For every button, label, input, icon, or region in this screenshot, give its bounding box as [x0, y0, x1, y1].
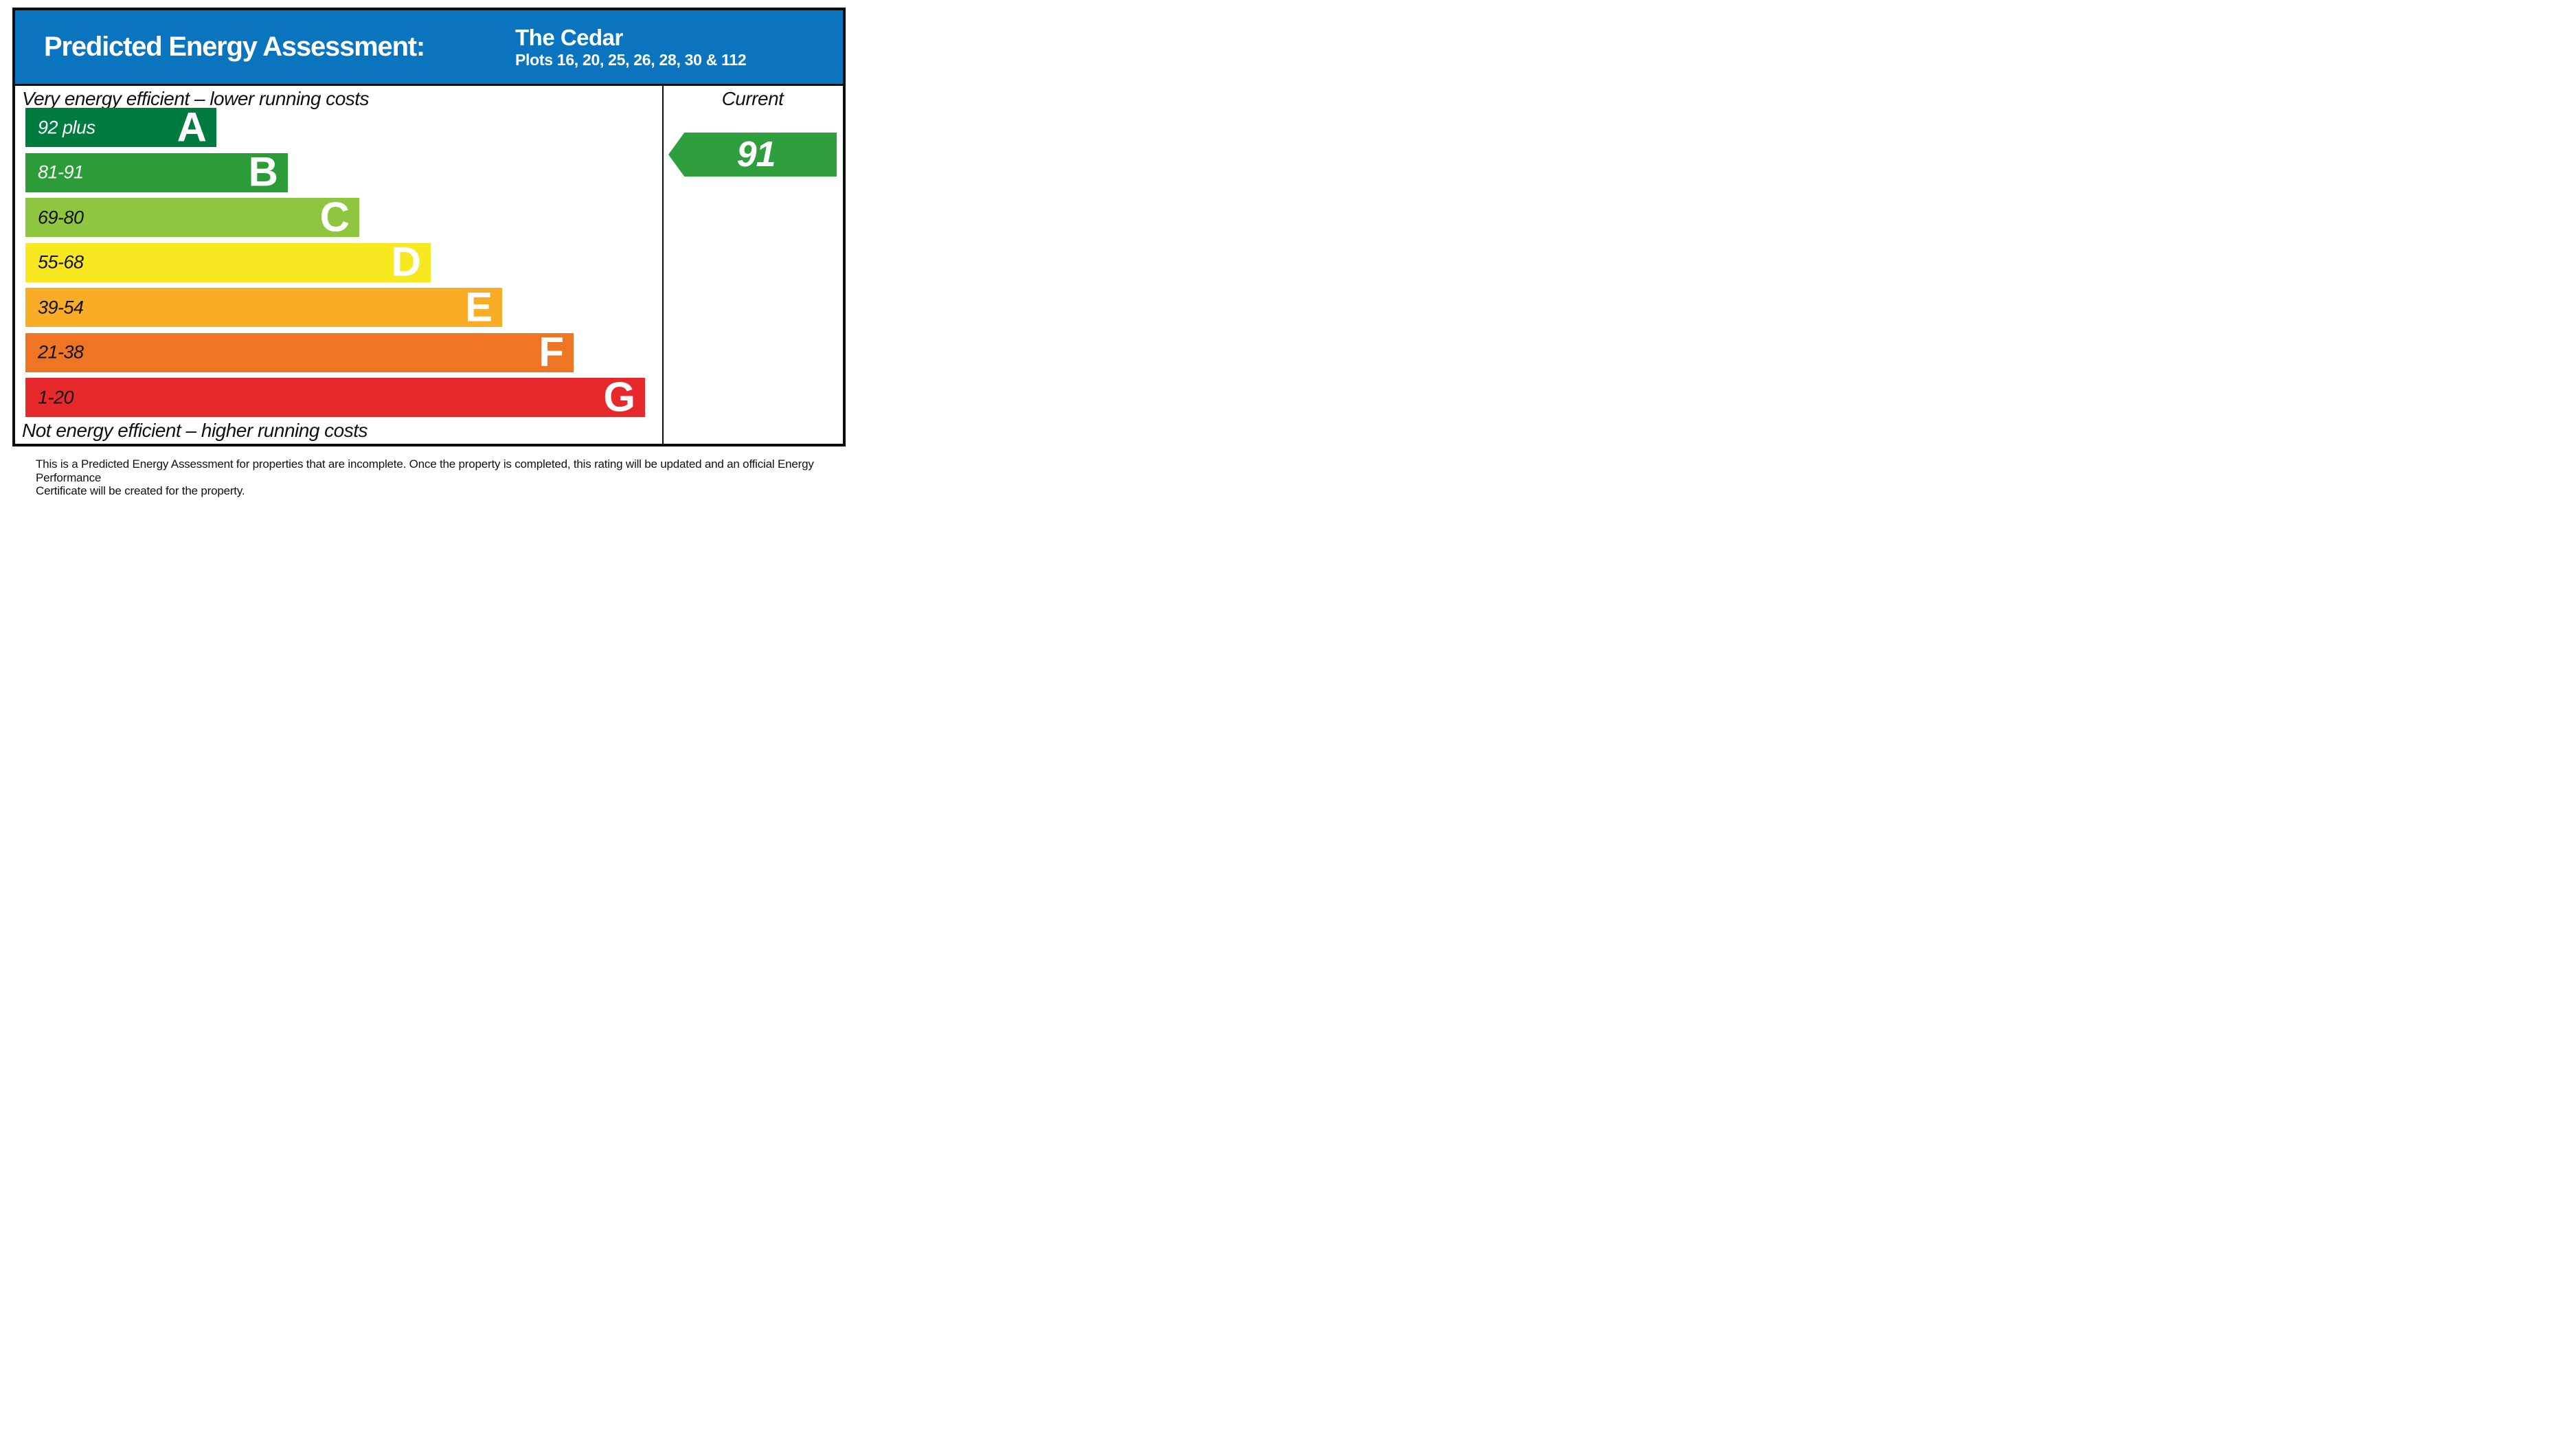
band-range-label: 81-91 [38, 161, 84, 183]
band-letter: G [603, 373, 635, 420]
band-row-c: 69-80 C [25, 193, 359, 240]
property-name: The Cedar [515, 25, 623, 50]
rating-chart-area: Very energy efficient – lower running co… [15, 86, 843, 444]
band-row-d: 55-68 D [25, 238, 431, 285]
band-range-label: 69-80 [38, 207, 84, 227]
property-plots: Plots 16, 20, 25, 26, 28, 30 & 112 [515, 51, 747, 69]
current-column [662, 86, 843, 444]
card-header: Predicted Energy Assessment: The Cedar P… [15, 10, 843, 86]
band-row-a: 92 plus A [25, 103, 216, 150]
top-caption: Very energy efficient – lower running co… [22, 88, 370, 109]
band-letter: B [248, 148, 278, 195]
band-letter: C [319, 193, 350, 240]
footer-line-2: Certificate will be created for the prop… [36, 484, 245, 497]
bottom-caption: Not energy efficient – higher running co… [22, 420, 368, 441]
band-row-b: 81-91 B [25, 148, 288, 195]
band-row-f: 21-38 F [25, 328, 574, 375]
footer-note: This is a Predicted Energy Assessment fo… [36, 457, 833, 498]
band-range-label: 1-20 [38, 387, 74, 407]
band-row-g: 1-20 G [25, 373, 645, 420]
band-letter: D [391, 238, 421, 285]
predicted-energy-assessment-card: Predicted Energy Assessment: The Cedar P… [12, 8, 846, 446]
band-letter: F [539, 328, 564, 375]
property-info: The Cedar Plots 16, 20, 25, 26, 28, 30 &… [515, 10, 747, 84]
current-column-header: Current [721, 88, 784, 109]
current-rating-value: 91 [736, 135, 776, 174]
band-range-label: 39-54 [38, 297, 84, 317]
page-title: Predicted Energy Assessment: [44, 32, 425, 62]
band-letter: E [464, 283, 493, 330]
band-letter: A [177, 103, 207, 150]
footer-line-1: This is a Predicted Energy Assessment fo… [36, 457, 814, 484]
band-range-label: 92 plus [38, 117, 95, 137]
band-range-label: 21-38 [38, 341, 84, 363]
current-rating-arrow: 91 [668, 133, 837, 177]
bands: 92 plus A 81-91 B 69-80 C 55-68 D 39-54 E 21-38 F 1-… [25, 103, 645, 420]
band-row-e: 39-54 E [25, 283, 502, 330]
band-range-label: 55-68 [38, 251, 84, 273]
